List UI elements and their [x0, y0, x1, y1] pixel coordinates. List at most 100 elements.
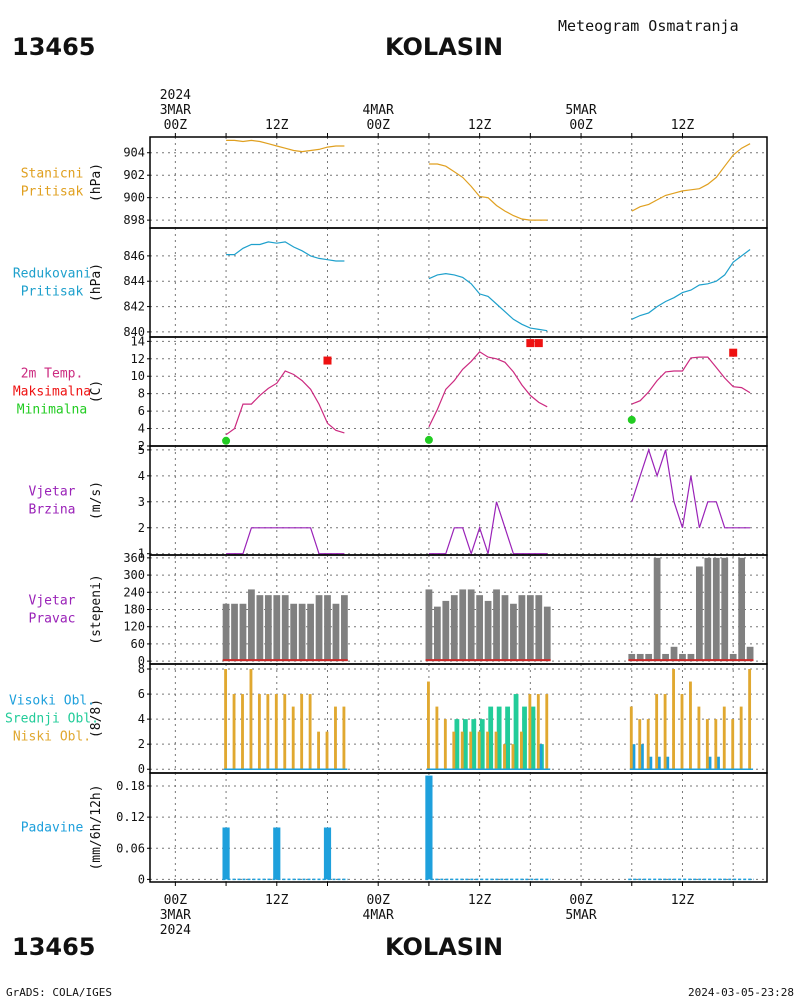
- y-tick-label: 6: [138, 404, 145, 418]
- wind-direction-bar: [696, 566, 703, 662]
- high-cloud-bar: [631, 744, 636, 770]
- low-cloud-bar: [469, 731, 473, 770]
- high-cloud-bar: [538, 744, 543, 770]
- low-cloud-bar: [460, 731, 464, 770]
- low-cloud-bar: [241, 694, 244, 770]
- panel-label: Pritisak: [21, 185, 84, 200]
- panel-label: 2m Temp.: [21, 367, 84, 382]
- wind-direction-bar: [256, 595, 264, 662]
- panel-label: Stanicni: [21, 167, 84, 182]
- low-cloud-bar: [503, 744, 506, 770]
- y-tick-label: 180: [123, 603, 145, 617]
- wind-direction-bar: [653, 557, 661, 662]
- series-line: [226, 241, 345, 262]
- low-cloud-bar: [739, 706, 743, 770]
- low-cloud-bar: [629, 706, 633, 770]
- time-label-top: 5MAR: [565, 103, 596, 118]
- high-cloud-bar: [648, 756, 653, 770]
- wind-direction-bar: [332, 603, 340, 662]
- low-cloud-bar: [317, 731, 320, 770]
- panel-precipitation: 0 0.06 0.12 0.18 (mm/6h/12h) Padavine: [21, 772, 768, 886]
- high-cloud-bar: [656, 756, 661, 770]
- mid-cloud-bar: [522, 706, 527, 770]
- station-name-top: KOLASIN: [385, 33, 503, 61]
- wind-direction-bar: [687, 653, 695, 662]
- wind-direction-bar: [729, 653, 737, 662]
- wind-direction-bar: [476, 595, 484, 662]
- wind-direction-bar: [704, 557, 712, 662]
- y-tick-label: 846: [123, 249, 145, 263]
- time-label-top: 12Z: [468, 118, 492, 133]
- series-line: [428, 163, 548, 221]
- series-line: [226, 139, 345, 153]
- y-tick-label: 0.18: [116, 779, 145, 793]
- y-tick-label: 4: [138, 469, 145, 483]
- low-cloud-bar: [663, 694, 667, 770]
- y-tick-label: 0: [138, 654, 145, 668]
- wind-direction-bar: [636, 653, 644, 662]
- panel-label: Vjetar: [29, 485, 76, 500]
- panel-reduced-pressure: 840 842 844 846 (hPa)Redukovani Pritisak: [13, 227, 768, 339]
- series-line: [428, 272, 548, 332]
- time-label-top: 4MAR: [363, 103, 394, 118]
- chart-panels: 898900902904(hPa)StanicniPritisak8408428…: [5, 136, 768, 886]
- precip-bar: [222, 827, 230, 880]
- low-cloud-bar: [689, 681, 692, 770]
- mid-cloud-bar: [462, 719, 468, 770]
- y-axis-unit: (8/8): [89, 699, 104, 738]
- y-tick-label: 300: [123, 568, 145, 582]
- mid-cloud-bar: [488, 706, 494, 770]
- panel-label: Maksimalna: [13, 385, 91, 400]
- y-tick-label: 2: [138, 521, 145, 535]
- time-label-bottom: 12Z: [265, 893, 289, 908]
- panel-frame: [149, 336, 768, 447]
- panel-station-pressure: 898 900 902 904 (hPa) Stanicni Pritisak: [21, 136, 768, 229]
- y-tick-label: 240: [123, 585, 145, 599]
- precip-bar: [323, 827, 332, 880]
- y-tick-label: 10: [131, 369, 145, 383]
- max-temp-marker: [534, 339, 543, 348]
- low-cloud-bar: [435, 706, 439, 770]
- y-tick-label: 2: [138, 439, 145, 453]
- low-cloud-bar: [266, 694, 270, 770]
- panel-wind-direction: 0 60 120 180 240 300 360 (stepeni) Vjetar Pravac: [29, 551, 768, 668]
- y-tick-label: 60: [131, 637, 145, 651]
- series-line: [226, 527, 345, 555]
- panel-label: Srednji Obl.: [5, 712, 99, 727]
- time-label-bottom: 00Z: [366, 893, 390, 908]
- low-cloud-bar: [655, 694, 659, 770]
- panel-label: Pritisak: [21, 285, 84, 300]
- y-tick-label: 840: [123, 325, 145, 339]
- y-tick-label: 1: [138, 547, 145, 561]
- mid-cloud-bar: [471, 719, 477, 770]
- y-tick-label: 4: [138, 712, 145, 726]
- wind-direction-bar: [484, 600, 492, 662]
- panel-label: Niski Obl.: [13, 730, 91, 745]
- wind-direction-bar: [645, 653, 653, 662]
- wind-direction-bar: [290, 603, 298, 662]
- time-label-bottom: 4MAR: [363, 908, 394, 923]
- time-label-bottom: 12Z: [468, 893, 492, 908]
- wind-direction-bar: [746, 646, 754, 662]
- low-cloud-bar: [452, 731, 456, 770]
- low-cloud-bar: [300, 694, 304, 770]
- y-tick-label: 3: [138, 495, 145, 509]
- panel-label: Vjetar: [29, 594, 76, 609]
- low-cloud-bar: [308, 694, 312, 770]
- low-cloud-bar: [731, 719, 735, 770]
- wind-direction-bar: [501, 595, 509, 662]
- y-tick-label: 360: [123, 551, 145, 565]
- product-title: Meteogram Osmatranja: [558, 17, 739, 35]
- time-label-top: 00Z: [366, 118, 390, 133]
- low-cloud-bar: [638, 719, 642, 770]
- low-cloud-bar: [427, 681, 430, 770]
- mid-cloud-bar: [513, 694, 519, 770]
- panel-label: Redukovani: [13, 267, 91, 282]
- station-id-top: 13465: [12, 33, 96, 61]
- wind-direction-bar: [450, 595, 458, 662]
- wind-direction-bar: [341, 595, 348, 662]
- low-cloud-bar: [477, 731, 481, 770]
- low-cloud-bar: [714, 719, 718, 770]
- y-tick-label: 12: [131, 352, 145, 366]
